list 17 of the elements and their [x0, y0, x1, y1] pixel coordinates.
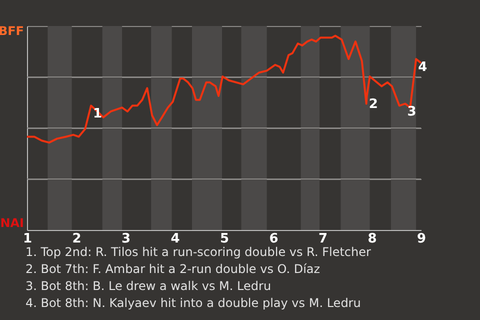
text: 4. Bot 8th: N. Kalyaev hit into a double play vs M. Ledru — [25, 296, 361, 310]
x-tick-label: 3 — [121, 232, 131, 246]
x-tick-label: 9 — [416, 232, 426, 246]
x-tick-label: 4 — [170, 232, 180, 246]
x-tick-label: 7 — [318, 232, 328, 246]
x-tick-label: 6 — [269, 232, 278, 246]
text: NAI — [0, 216, 24, 230]
text: 1. Top 2nd: R. Tilos hit a run-scoring double vs R. Fletcher — [25, 245, 372, 259]
x-tick-label: 2 — [72, 232, 82, 246]
text: 2. Bot 7th: F. Ambar hit a 2-run double vs O. Díaz — [25, 262, 320, 276]
annotation: 2 — [368, 96, 378, 112]
x-tick-label: 5 — [220, 232, 230, 246]
x-tick-label: 1 — [22, 232, 32, 246]
x-tick-label: 8 — [368, 232, 377, 246]
text: 3. Bot 8th: B. Le drew a walk vs M. Ledru — [25, 279, 272, 293]
annotation: 3 — [407, 104, 416, 120]
annotation: 4 — [418, 60, 428, 76]
